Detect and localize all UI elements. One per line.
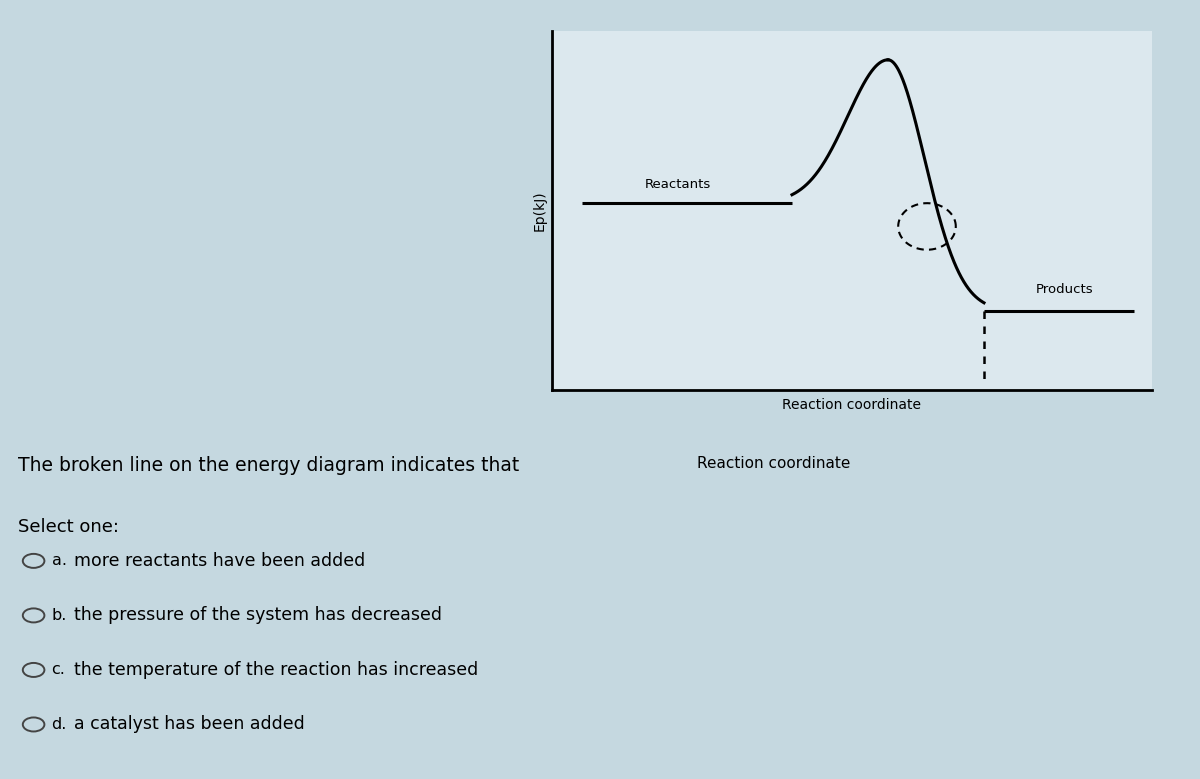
Text: Select one:: Select one: [18,518,119,536]
Text: the temperature of the reaction has increased: the temperature of the reaction has incr… [74,661,479,679]
Text: Products: Products [1036,284,1094,296]
Text: b.: b. [52,608,67,623]
X-axis label: Reaction coordinate: Reaction coordinate [782,398,922,412]
Text: the pressure of the system has decreased: the pressure of the system has decreased [74,606,443,625]
Text: more reactants have been added: more reactants have been added [74,552,366,570]
Y-axis label: Ep(kJ): Ep(kJ) [533,190,546,231]
Text: Reactants: Reactants [644,178,712,191]
Text: The broken line on the energy diagram indicates that: The broken line on the energy diagram in… [18,456,520,474]
Text: d.: d. [52,717,67,732]
Text: a.: a. [52,553,67,569]
Text: Reaction coordinate: Reaction coordinate [697,456,851,471]
Text: c.: c. [52,662,66,678]
Text: a catalyst has been added: a catalyst has been added [74,715,305,734]
